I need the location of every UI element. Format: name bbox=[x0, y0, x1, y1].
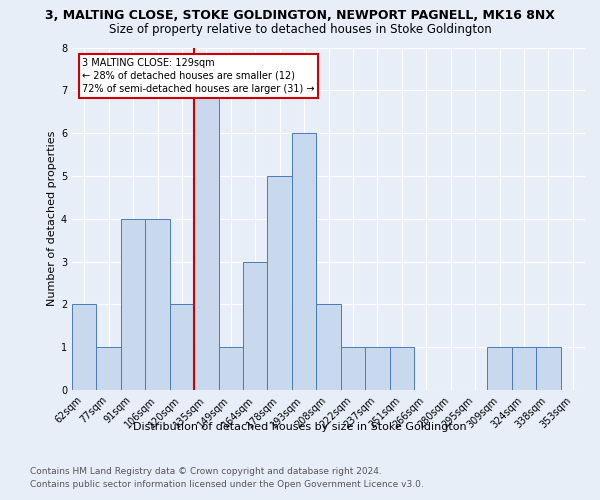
Bar bbox=[512, 347, 536, 390]
Bar bbox=[365, 347, 389, 390]
Text: 3 MALTING CLOSE: 129sqm
← 28% of detached houses are smaller (12)
72% of semi-de: 3 MALTING CLOSE: 129sqm ← 28% of detache… bbox=[82, 58, 315, 94]
Bar bbox=[389, 347, 414, 390]
Bar bbox=[316, 304, 341, 390]
Bar bbox=[243, 262, 268, 390]
Bar bbox=[194, 90, 218, 390]
Bar bbox=[72, 304, 97, 390]
Bar bbox=[292, 133, 316, 390]
Bar bbox=[145, 219, 170, 390]
Y-axis label: Number of detached properties: Number of detached properties bbox=[47, 131, 57, 306]
Text: Contains HM Land Registry data © Crown copyright and database right 2024.: Contains HM Land Registry data © Crown c… bbox=[30, 468, 382, 476]
Bar bbox=[121, 219, 145, 390]
Text: Size of property relative to detached houses in Stoke Goldington: Size of property relative to detached ho… bbox=[109, 22, 491, 36]
Bar bbox=[341, 347, 365, 390]
Text: Distribution of detached houses by size in Stoke Goldington: Distribution of detached houses by size … bbox=[133, 422, 467, 432]
Bar bbox=[218, 347, 243, 390]
Bar bbox=[268, 176, 292, 390]
Bar bbox=[487, 347, 512, 390]
Bar bbox=[536, 347, 560, 390]
Bar bbox=[97, 347, 121, 390]
Text: 3, MALTING CLOSE, STOKE GOLDINGTON, NEWPORT PAGNELL, MK16 8NX: 3, MALTING CLOSE, STOKE GOLDINGTON, NEWP… bbox=[45, 9, 555, 22]
Text: Contains public sector information licensed under the Open Government Licence v3: Contains public sector information licen… bbox=[30, 480, 424, 489]
Bar bbox=[170, 304, 194, 390]
